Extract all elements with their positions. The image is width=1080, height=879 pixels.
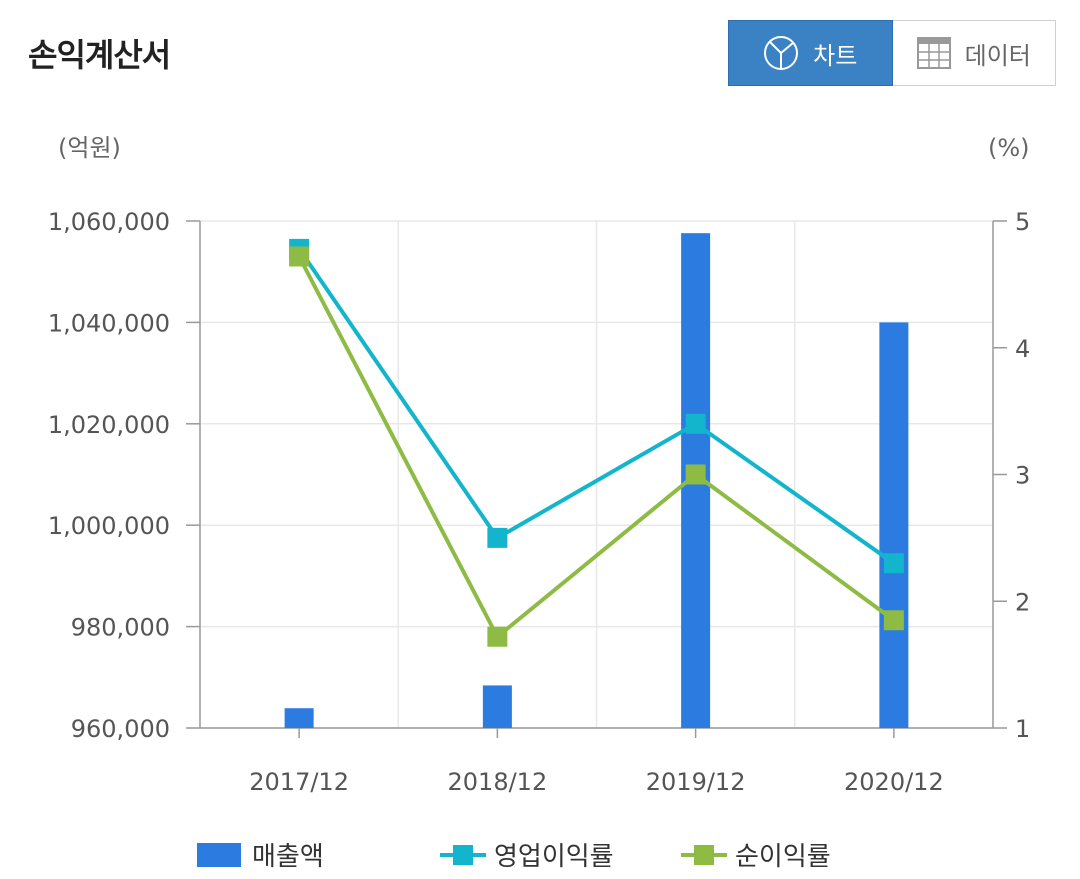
x-tick-label: 2017/12	[249, 768, 349, 796]
table-grid-icon	[916, 37, 951, 69]
operating-margin-point	[685, 413, 706, 434]
y-left-tick-label: 1,040,000	[48, 309, 170, 337]
y-right-tick-label: 5	[1015, 208, 1030, 236]
page-title: 손익계산서	[28, 36, 171, 74]
y-right-tick-label: 3	[1015, 462, 1030, 490]
legend-marker-net-margin	[694, 845, 714, 865]
bar-sales-2019-12	[681, 233, 711, 728]
legend-marker-operating-margin	[453, 845, 473, 865]
x-tick-label: 2018/12	[448, 768, 548, 796]
y-left-tick-label: 960,000	[71, 715, 170, 743]
y-left-unit-label: (억원)	[58, 134, 121, 162]
net-margin-point	[685, 464, 706, 485]
data-view-button[interactable]: 데이터	[892, 20, 1056, 86]
legend-label-net-margin: 순이익률	[735, 842, 831, 872]
bar-sales-2018-12	[482, 685, 512, 728]
legend-label-sales: 매출액	[252, 842, 324, 872]
x-tick-label: 2020/12	[844, 768, 944, 796]
x-tick-label: 2019/12	[646, 768, 746, 796]
chart-view-button[interactable]: 차트	[728, 20, 893, 86]
net-margin-point	[487, 626, 508, 647]
bar-sales-2017-12	[284, 708, 314, 728]
y-left-tick-label: 980,000	[71, 614, 170, 642]
y-right-unit-label: (%)	[988, 134, 1030, 162]
net-margin-point	[883, 610, 904, 631]
data-view-label: 데이터	[964, 41, 1031, 70]
operating-margin-line	[297, 247, 896, 565]
chart-view-label: 차트	[813, 41, 858, 70]
bar-sales-2020-12	[879, 322, 909, 728]
y-left-tick-label: 1,020,000	[48, 411, 170, 439]
y-right-tick-label: 1	[1015, 715, 1030, 743]
legend-swatch-sales	[197, 843, 241, 867]
operating-margin-point	[487, 527, 508, 548]
operating-margin-point	[289, 238, 310, 259]
view-toggle: 차트 데이터	[728, 20, 1056, 86]
pie-chart-icon	[764, 36, 799, 70]
y-right-tick-label: 4	[1015, 335, 1030, 363]
net-margin-line	[297, 255, 896, 639]
net-margin-point	[289, 246, 310, 267]
y-left-tick-label: 1,000,000	[48, 512, 170, 540]
operating-margin-point	[883, 553, 904, 574]
legend-label-operating-margin: 영업이익률	[494, 842, 614, 872]
y-left-tick-label: 1,060,000	[48, 208, 170, 236]
y-right-tick-label: 2	[1015, 588, 1030, 616]
